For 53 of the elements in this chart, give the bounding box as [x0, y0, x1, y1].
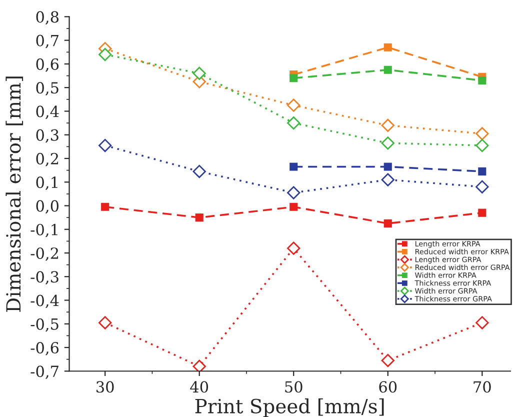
x-tick-label: 60 [379, 381, 397, 393]
y-axis-title: Dimensional error [mm] [6, 76, 24, 312]
point [384, 66, 392, 74]
y-tick-label: 0,0 [36, 200, 59, 214]
point [381, 118, 394, 132]
point [98, 48, 112, 62]
point [476, 180, 489, 194]
point [101, 202, 110, 211]
point [476, 316, 489, 330]
x-tick-label: 30 [96, 381, 114, 393]
point [476, 138, 489, 152]
y-tick-label: -0,2 [30, 247, 58, 261]
y-tick-label: -0,5 [30, 318, 58, 332]
point [478, 208, 486, 217]
x-axis-title: Print Speed [mm/s] [195, 398, 384, 417]
point [290, 202, 298, 211]
y-tick-label: 0,8 [36, 11, 59, 25]
point [287, 116, 300, 130]
point [478, 167, 486, 176]
point [287, 186, 300, 200]
point [192, 66, 206, 80]
y-tick-label: -0,4 [30, 294, 59, 308]
point [381, 136, 394, 150]
point [192, 164, 206, 178]
point [98, 316, 112, 330]
y-tick-label: 0,3 [36, 129, 58, 143]
x-tick-label: 40 [190, 381, 208, 393]
point [290, 162, 298, 171]
point [478, 76, 486, 85]
y-tick-label: -0,7 [30, 366, 58, 380]
point [287, 98, 300, 112]
point [192, 360, 206, 372]
point [381, 354, 394, 368]
point [381, 173, 394, 186]
point [476, 127, 489, 140]
y-tick-label: 0,1 [36, 176, 58, 190]
y-tick-label: 0,6 [36, 58, 59, 72]
y-tick-label: 0,2 [36, 152, 58, 166]
point [384, 219, 392, 228]
y-tick-label: 0,5 [36, 82, 58, 96]
y-tick-label: -0,1 [30, 224, 58, 238]
point [98, 138, 112, 152]
point [290, 74, 298, 82]
point [384, 43, 392, 52]
point [287, 242, 300, 255]
y-tick-label: 0,7 [36, 34, 58, 48]
point [384, 162, 392, 171]
y-tick-label: -0,3 [30, 271, 58, 284]
x-tick-label: 70 [474, 381, 491, 393]
x-tick-label: 50 [285, 381, 302, 393]
y-tick-label: -0,6 [30, 342, 59, 356]
point [195, 214, 204, 222]
y-tick-label: 0,4 [36, 106, 59, 120]
